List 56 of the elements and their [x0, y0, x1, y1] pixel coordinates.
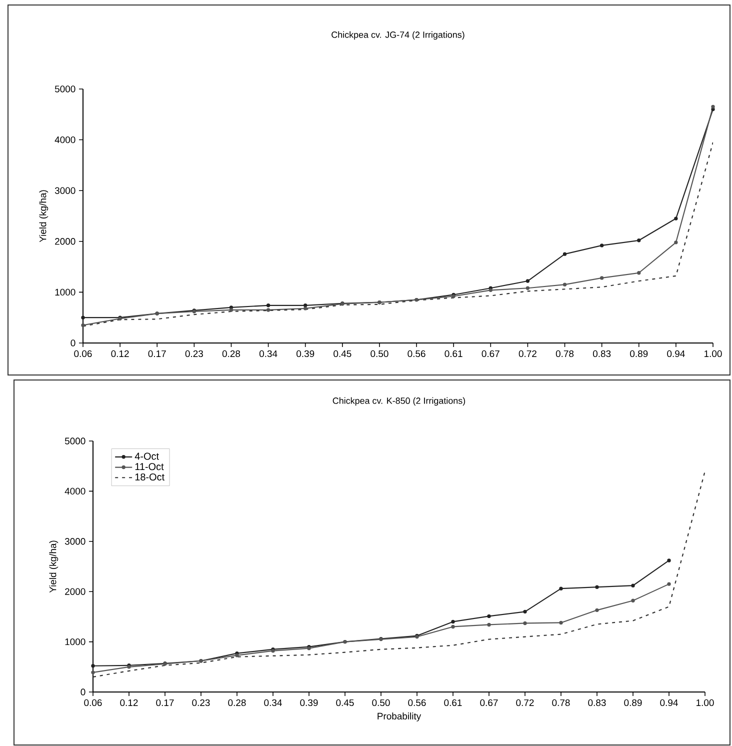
x-tick-label: 0.94: [660, 699, 678, 706]
x-tick-label: 0.34: [259, 350, 278, 358]
x-tick-label: 0.83: [592, 350, 611, 358]
x-tick-label: 0.67: [480, 699, 498, 706]
y-axis-title: Yield (kg/ha): [39, 190, 48, 242]
x-tick-label: 0.50: [372, 699, 390, 706]
x-tick-label: 0.67: [482, 350, 500, 358]
x-tick-label: 0.06: [84, 699, 102, 706]
x-tick-label: 0.06: [74, 350, 92, 358]
x-tick-label: 0.89: [624, 699, 642, 706]
legend-label: 4-Oct: [134, 452, 159, 460]
y-tick-label: 1000: [65, 638, 86, 646]
y-tick-label: 1000: [55, 288, 76, 296]
x-tick-label: 1.00: [696, 699, 714, 706]
x-tick-label: 0.17: [156, 699, 174, 706]
x-axis-title: Probability: [378, 712, 422, 722]
legend-label: 18-Oct: [135, 473, 164, 480]
x-tick-label: 0.12: [120, 699, 138, 706]
legend-label: 11-Oct: [135, 463, 164, 470]
x-tick-label: 0.45: [336, 699, 354, 706]
y-tick-label: 4000: [54, 136, 76, 144]
y-tick-label: 0: [80, 688, 86, 696]
x-tick-label: 0.23: [185, 350, 203, 358]
y-tick-label: 5000: [64, 438, 86, 444]
x-tick-label: 1.00: [704, 350, 722, 358]
x-tick-label: 0.28: [228, 699, 246, 706]
x-tick-label: 0.94: [667, 350, 685, 358]
x-tick-label: 0.12: [111, 350, 129, 358]
x-tick-label: 0.61: [444, 699, 462, 706]
x-tick-label: 0.78: [556, 350, 574, 358]
x-tick-label: 0.83: [588, 699, 606, 706]
x-tick-label: 0.56: [408, 699, 426, 706]
x-tick-label: 0.89: [630, 350, 648, 358]
x-tick-label: 0.78: [552, 699, 570, 706]
x-tick-label: 0.39: [296, 350, 314, 358]
y-tick-label: 0: [70, 340, 76, 346]
y-tick-label: 3000: [64, 538, 86, 545]
y-tick-label: 2000: [65, 588, 86, 595]
x-tick-label: 0.50: [370, 350, 388, 358]
x-tick-label: 0.34: [264, 699, 282, 706]
x-tick-label: 0.17: [148, 350, 166, 358]
x-tick-label: 0.61: [444, 350, 462, 358]
y-axis-title: Yield (kg/ha): [49, 540, 58, 593]
x-tick-label: 0.72: [516, 699, 534, 706]
x-tick-label: 0.39: [300, 699, 318, 706]
x-tick-label: 0.56: [408, 350, 426, 358]
x-tick-label: 0.28: [222, 350, 240, 358]
y-tick-label: 2000: [55, 238, 76, 245]
x-tick-label: 0.23: [192, 699, 210, 706]
x-tick-label: 0.72: [518, 350, 536, 358]
chart-title: Chickpea cv. K-850 (2 Irrigations): [332, 397, 466, 406]
y-tick-label: 5000: [54, 86, 76, 92]
y-tick-label: 4000: [64, 488, 86, 495]
y-tick-label: 3000: [54, 187, 76, 194]
x-tick-label: 0.45: [334, 350, 352, 358]
chart-title: Chickpea cv. JG-74 (2 Irrigations): [332, 31, 464, 40]
